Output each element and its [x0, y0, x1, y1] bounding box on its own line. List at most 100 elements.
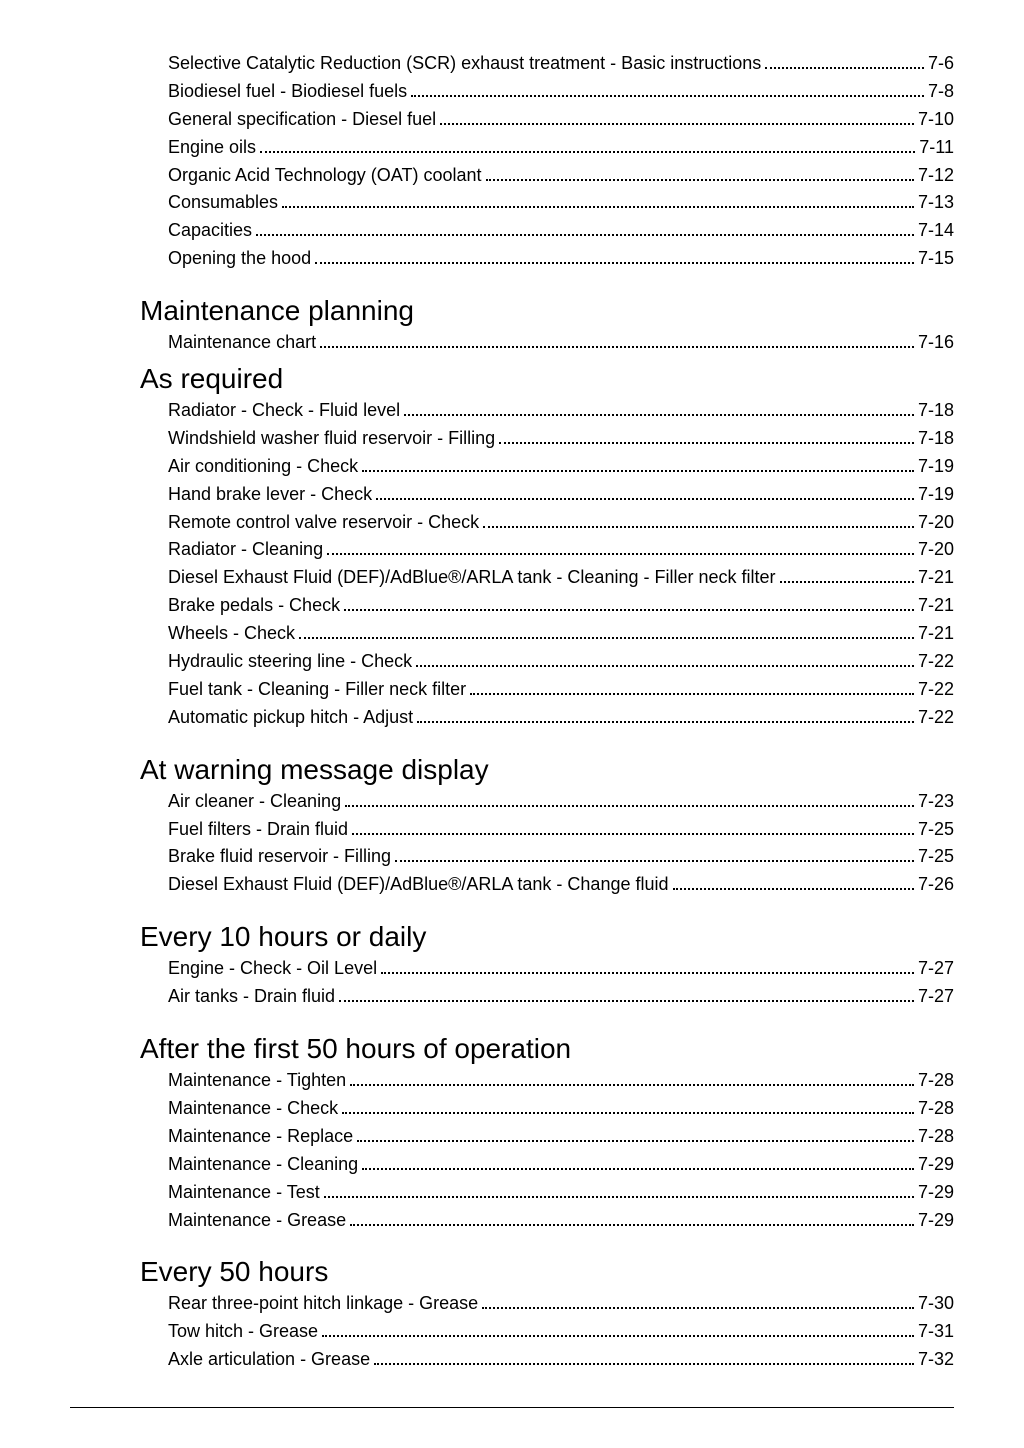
toc-entry-label: Maintenance - Check [168, 1095, 338, 1123]
toc-entry-label: Opening the hood [168, 245, 311, 273]
toc-dots [417, 705, 914, 723]
toc-entry-page: 7-16 [918, 329, 954, 357]
toc-entry-page: 7-18 [918, 397, 954, 425]
toc-dots [339, 984, 914, 1002]
toc-entry: Consumables 7-13 [140, 189, 954, 217]
toc-entry-label: Diesel Exhaust Fluid (DEF)/AdBlue®/ARLA … [168, 564, 776, 592]
toc-entry-label: Selective Catalytic Reduction (SCR) exha… [168, 50, 761, 78]
toc-entry: Fuel tank - Cleaning - Filler neck filte… [140, 676, 954, 704]
toc-entry-label: Tow hitch - Grease [168, 1318, 318, 1346]
toc-entry: Capacities 7-14 [140, 217, 954, 245]
toc-entry-label: Maintenance - Replace [168, 1123, 353, 1151]
toc-entry-label: Maintenance - Grease [168, 1207, 346, 1235]
toc-entry: Organic Acid Technology (OAT) coolant 7-… [140, 162, 954, 190]
toc-entry-page: 7-32 [918, 1346, 954, 1374]
toc-entry-page: 7-23 [918, 788, 954, 816]
toc-dots [327, 537, 914, 555]
toc-dots [765, 51, 924, 69]
toc-entry: Engine oils 7-11 [140, 134, 954, 162]
toc-entry: Maintenance - Grease 7-29 [140, 1207, 954, 1235]
toc-entry-page: 7-22 [918, 704, 954, 732]
toc-dots [376, 482, 914, 500]
toc-entry-page: 7-13 [918, 189, 954, 217]
toc-entry-page: 7-8 [928, 78, 954, 106]
toc-entry: Air cleaner - Cleaning 7-23 [140, 788, 954, 816]
toc-entry: Radiator - Check - Fluid level 7-18 [140, 397, 954, 425]
toc-entry: Hydraulic steering line - Check 7-22 [140, 648, 954, 676]
toc-dots [324, 1179, 914, 1197]
toc-entry: Remote control valve reservoir - Check 7… [140, 509, 954, 537]
toc-entry-label: Axle articulation - Grease [168, 1346, 370, 1374]
toc-dots [342, 1096, 914, 1114]
toc-dots [404, 398, 914, 416]
toc-entry: Fuel filters - Drain fluid 7-25 [140, 816, 954, 844]
toc-entry-page: 7-11 [919, 134, 954, 162]
toc-entry-page: 7-21 [918, 564, 954, 592]
toc-entry: Radiator - Cleaning 7-20 [140, 536, 954, 564]
toc-entry-label: Hand brake lever - Check [168, 481, 372, 509]
toc-entry-page: 7-31 [918, 1318, 954, 1346]
toc-entry: Maintenance - Cleaning 7-29 [140, 1151, 954, 1179]
toc-dots [350, 1207, 914, 1225]
toc-entry-label: Capacities [168, 217, 252, 245]
toc-entry-label: Radiator - Cleaning [168, 536, 323, 564]
toc-entry-page: 7-25 [918, 843, 954, 871]
toc-entry-label: Rear three-point hitch linkage - Grease [168, 1290, 478, 1318]
toc-dots [381, 956, 914, 974]
toc-dots [260, 134, 915, 152]
toc-entry: Biodiesel fuel - Biodiesel fuels 7-8 [140, 78, 954, 106]
toc-entry-label: Engine - Check - Oil Level [168, 955, 377, 983]
toc-section-title: Every 50 hours [140, 1234, 954, 1290]
toc-entry-page: 7-29 [918, 1179, 954, 1207]
toc-entry: Axle articulation - Grease 7-32 [140, 1346, 954, 1374]
toc-entry-page: 7-20 [918, 536, 954, 564]
toc-entry-label: Radiator - Check - Fluid level [168, 397, 400, 425]
toc-dots [482, 1291, 914, 1309]
toc-entry: Selective Catalytic Reduction (SCR) exha… [140, 50, 954, 78]
toc-entry-label: Engine oils [168, 134, 256, 162]
toc-section-title: At warning message display [140, 732, 954, 788]
toc-dots [344, 593, 914, 611]
toc-entry: Windshield washer fluid reservoir - Fill… [140, 425, 954, 453]
toc-entry: Wheels - Check 7-21 [140, 620, 954, 648]
toc-entry-page: 7-27 [918, 955, 954, 983]
toc-dots [483, 509, 914, 527]
toc-entry-label: Air conditioning - Check [168, 453, 358, 481]
toc-entry-page: 7-19 [918, 481, 954, 509]
toc-entry-label: Maintenance - Test [168, 1179, 320, 1207]
toc-dots [780, 565, 914, 583]
toc-entry-label: Brake fluid reservoir - Filling [168, 843, 391, 871]
toc-entry-page: 7-21 [918, 620, 954, 648]
toc-dots [345, 789, 914, 807]
toc-section-title: As required [140, 357, 954, 397]
toc-entry-page: 7-29 [918, 1151, 954, 1179]
toc-entry-page: 7-10 [918, 106, 954, 134]
toc-entry: Maintenance - Tighten 7-28 [140, 1067, 954, 1095]
toc-entry-label: Consumables [168, 189, 278, 217]
toc-entry-page: 7-15 [918, 245, 954, 273]
toc-dots [256, 218, 914, 236]
toc-entry-label: Diesel Exhaust Fluid (DEF)/AdBlue®/ARLA … [168, 871, 669, 899]
toc-dots [499, 426, 914, 444]
toc-entry-page: 7-27 [918, 983, 954, 1011]
toc-entry: Hand brake lever - Check 7-19 [140, 481, 954, 509]
toc-entry: Diesel Exhaust Fluid (DEF)/AdBlue®/ARLA … [140, 564, 954, 592]
toc-entry-page: 7-25 [918, 816, 954, 844]
toc-entry-page: 7-14 [918, 217, 954, 245]
toc-entry: Diesel Exhaust Fluid (DEF)/AdBlue®/ARLA … [140, 871, 954, 899]
toc-dots [411, 79, 924, 97]
toc-entry-label: Air cleaner - Cleaning [168, 788, 341, 816]
toc-entry-label: Maintenance chart [168, 329, 316, 357]
toc-entry-page: 7-20 [918, 509, 954, 537]
toc-dots [322, 1319, 914, 1337]
toc-entry: Tow hitch - Grease 7-31 [140, 1318, 954, 1346]
toc-dots [395, 844, 914, 862]
toc-entry-label: Fuel tank - Cleaning - Filler neck filte… [168, 676, 466, 704]
toc-entry: Brake pedals - Check 7-21 [140, 592, 954, 620]
toc-entry-label: Maintenance - Tighten [168, 1067, 346, 1095]
toc-entry: Maintenance - Check 7-28 [140, 1095, 954, 1123]
toc-dots [673, 872, 914, 890]
toc-entry: General specification - Diesel fuel 7-10 [140, 106, 954, 134]
toc-dots [486, 162, 914, 180]
toc-dots [374, 1347, 914, 1365]
